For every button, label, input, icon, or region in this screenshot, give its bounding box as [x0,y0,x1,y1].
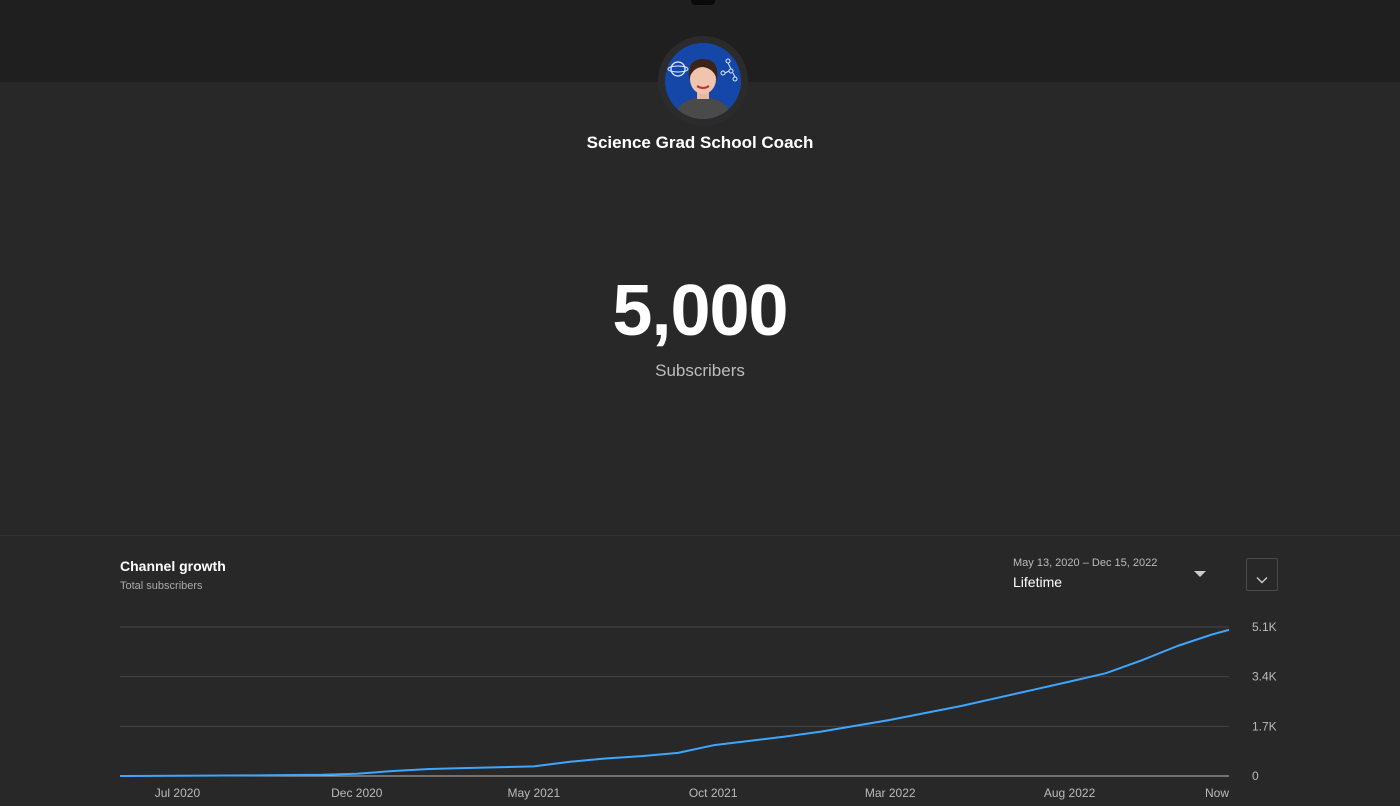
date-range-dates: May 13, 2020 – Dec 15, 2022 [1013,557,1158,569]
y-tick-label: 0 [1252,769,1259,783]
y-axis-ticks: 0 1.7K 3.4K 5.1K [1252,620,1277,783]
y-tick-label: 3.4K [1252,670,1277,684]
date-range-dropdown[interactable]: May 13, 2020 – Dec 15, 2022 Lifetime [1013,556,1209,594]
x-axis-ticks: Jul 2020 Dec 2020 May 2021 Oct 2021 Mar 2022… [155,786,1230,800]
channel-growth-chart: 0 1.7K 3.4K 5.1K Jul 2020 Dec 2020 May 2021 Oc… [119,620,1277,800]
x-tick-label: Aug 2022 [1044,786,1096,800]
chart-subtitle: Total subscribers [120,580,203,592]
section-divider [0,535,1400,536]
date-range-value: Lifetime [1013,574,1063,590]
top-notch [691,0,715,5]
y-tick-label: 5.1K [1252,620,1277,634]
x-tick-label: Mar 2022 [865,786,916,800]
y-tick-label: 1.7K [1252,719,1277,733]
chevron-down-icon [1256,576,1268,583]
chart-series [119,628,1230,777]
channel-avatar [665,43,741,119]
subscriber-count: 5,000 [612,271,788,351]
person-icon [665,43,741,119]
x-tick-label: Oct 2021 [689,786,738,800]
x-tick-label: Now [1205,786,1229,800]
chart-title: Channel growth [120,558,226,574]
subscriber-label: Subscribers [655,361,745,380]
subscribers-line [119,628,1230,777]
expand-button[interactable] [1246,558,1278,591]
chart-gridlines [120,626,1229,777]
x-tick-label: Jul 2020 [155,786,201,800]
caret-down-icon [1194,571,1206,577]
channel-name: Science Grad School Coach [586,133,814,152]
x-tick-label: Dec 2020 [331,786,383,800]
x-tick-label: May 2021 [507,786,560,800]
